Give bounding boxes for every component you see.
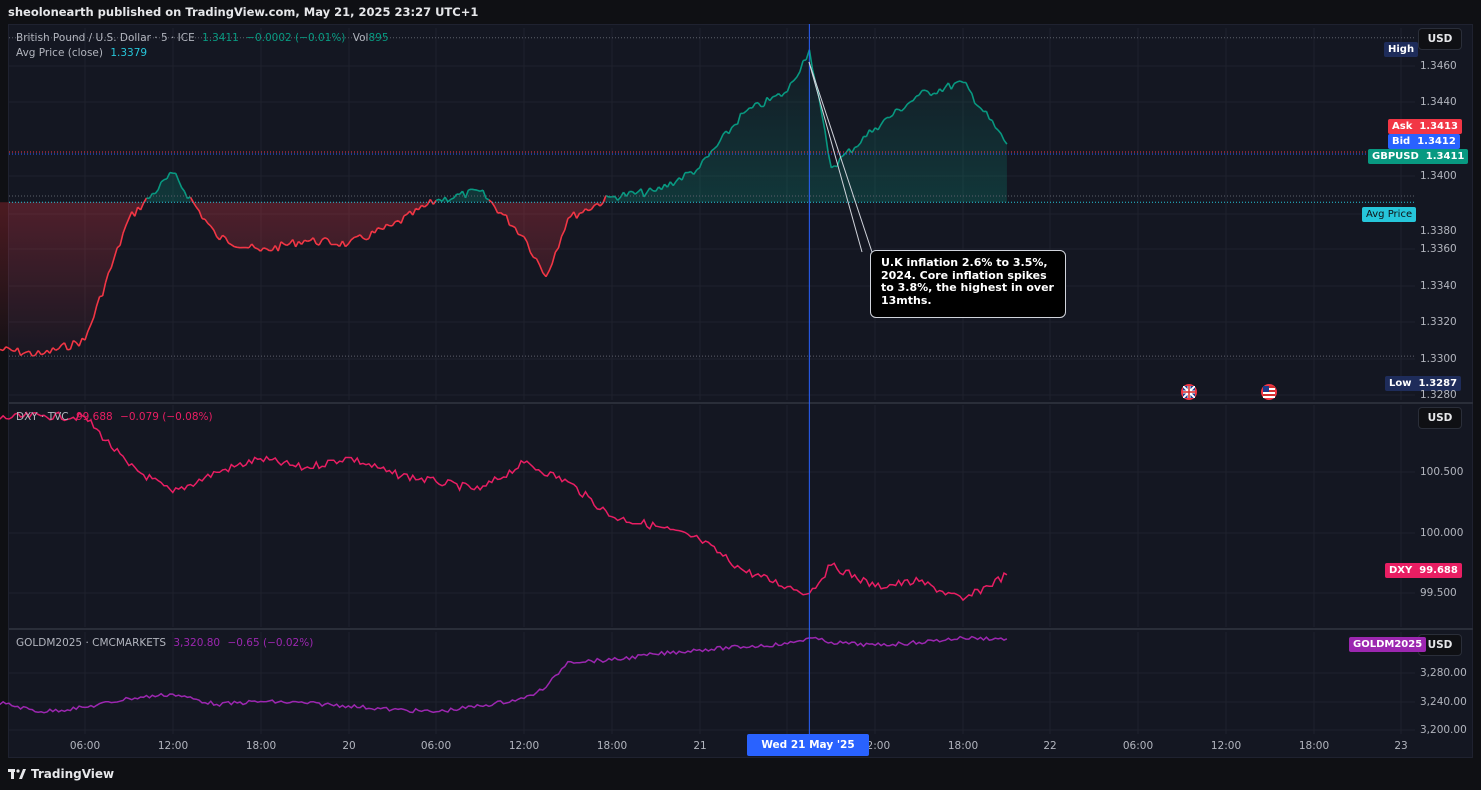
avg-price-tag: Avg Price (1362, 207, 1417, 222)
low-tag: Low 1.3287 (1385, 376, 1462, 391)
brand-label: TradingView (31, 767, 115, 781)
x-tick: 21 (693, 740, 707, 752)
y-tick: 3,240.00 (1420, 696, 1467, 708)
bid-value: 1.3412 (1417, 136, 1456, 147)
y-tick: 100.000 (1420, 527, 1464, 539)
x-tick: 20 (342, 740, 356, 752)
y-tick: 1.3280 (1420, 389, 1457, 401)
y-tick: 1.3300 (1420, 353, 1457, 365)
avg-value: 1.3379 (110, 47, 148, 59)
x-tick: 12:00 (157, 740, 189, 752)
uk-flag-icon[interactable] (1181, 384, 1197, 400)
gbpusd-value: 1.3411 (1425, 151, 1465, 162)
low-value: 1.3287 (1418, 378, 1458, 389)
dxy-change: −0.079 (−0.08%) (120, 411, 213, 423)
gbpusd-below-avg-fill (0, 195, 606, 357)
main-legend[interactable]: British Pound / U.S. Dollar · 5 · ICE 1.… (16, 32, 393, 44)
main-currency-button[interactable]: USD (1418, 28, 1462, 50)
x-tick: 12:00 (508, 740, 540, 752)
dxy-line (0, 411, 1008, 602)
ask-tag: Ask 1.3413 (1388, 119, 1462, 134)
dxy-tag: DXY 99.688 (1385, 563, 1462, 578)
y-tick: 3,200.00 (1420, 724, 1467, 736)
ask-value: 1.3413 (1419, 121, 1458, 132)
gold-change: −0.65 (−0.02%) (227, 637, 314, 649)
y-tick: 1.3340 (1420, 280, 1457, 292)
us-flag-icon[interactable] (1261, 384, 1277, 400)
gbpusd-above-avg-fill (146, 49, 1007, 203)
avg-legend[interactable]: Avg Price (close) 1.3379 (16, 47, 151, 59)
dxy-tag-label: DXY (1389, 565, 1413, 576)
x-tick: 12:00 (1210, 740, 1242, 752)
dxy-symbol[interactable]: DXY · TVC (16, 411, 69, 423)
overlay-lines (9, 24, 1415, 734)
gold-legend[interactable]: GOLDM2025 · CMCMARKETS 3,320.80 −0.65 (−… (16, 637, 317, 649)
y-tick: 1.3360 (1420, 243, 1457, 255)
y-tick: 1.3380 (1420, 225, 1457, 237)
x-tick: 22 (1043, 740, 1057, 752)
inflation-note[interactable]: U.K inflation 2.6% to 3.5%, 2024. Core i… (870, 250, 1066, 318)
footer: TradingView (0, 758, 1481, 790)
gbpusd-line-below-avg (0, 195, 607, 357)
y-tick: 100.500 (1420, 466, 1464, 478)
x-tick: 18:00 (1298, 740, 1330, 752)
y-tick: 1.3460 (1420, 60, 1457, 72)
gbpusd-label: GBPUSD (1372, 151, 1419, 162)
crosshair-time-label: Wed 21 May '25 07:30 (747, 734, 869, 773)
x-tick: 06:00 (420, 740, 452, 752)
gbpusd-line-above-avg (146, 49, 1008, 203)
gbpusd-tag: GBPUSD 1.3411 (1368, 149, 1469, 164)
low-label: Low (1389, 378, 1412, 389)
avg-label: Avg Price (close) (16, 47, 103, 59)
dxy-last: 99.688 (75, 411, 113, 423)
gold-line (0, 635, 1008, 714)
annotation-pointer (808, 61, 873, 253)
y-tick: 99.500 (1420, 587, 1457, 599)
gold-tag: GOLDM2025 (1349, 637, 1427, 652)
main-symbol[interactable]: British Pound / U.S. Dollar · 5 · ICE (16, 32, 195, 44)
dxy-tag-value: 99.688 (1419, 565, 1458, 576)
publisher-line: sheolonearth published on TradingView.co… (0, 0, 1481, 24)
gold-symbol[interactable]: GOLDM2025 · CMCMARKETS (16, 637, 166, 649)
bid-label: Bid (1392, 136, 1411, 147)
series-fills (0, 49, 1007, 357)
vol-label: Vol (352, 32, 369, 44)
main-change: −0.0002 (−0.01%) (246, 32, 346, 44)
x-tick: 18:00 (947, 740, 979, 752)
annotation-pointer (808, 61, 863, 253)
vol-value: 895 (368, 32, 389, 44)
x-tick: 18:00 (596, 740, 628, 752)
y-tick: 1.3440 (1420, 96, 1457, 108)
y-tick: 1.3400 (1420, 170, 1457, 182)
series-lines (0, 49, 1008, 714)
tradingview-logo[interactable]: TradingView (8, 767, 114, 781)
y-tick: 1.3320 (1420, 316, 1457, 328)
dxy-currency-button[interactable]: USD (1418, 407, 1462, 429)
high-tag: High (1384, 42, 1419, 57)
ask-label: Ask (1392, 121, 1413, 132)
y-tick: 3,280.00 (1420, 667, 1467, 679)
x-tick: 06:00 (1122, 740, 1154, 752)
main-last: 1.3411 (202, 32, 239, 44)
dxy-legend[interactable]: DXY · TVC 99.688 −0.079 (−0.08%) (16, 411, 217, 423)
tradingview-icon (8, 769, 26, 779)
x-tick: 18:00 (245, 740, 277, 752)
bid-tag: Bid 1.3412 (1388, 134, 1460, 149)
x-tick: 23 (1394, 740, 1408, 752)
x-tick: 06:00 (69, 740, 101, 752)
gold-last: 3,320.80 (173, 637, 221, 649)
